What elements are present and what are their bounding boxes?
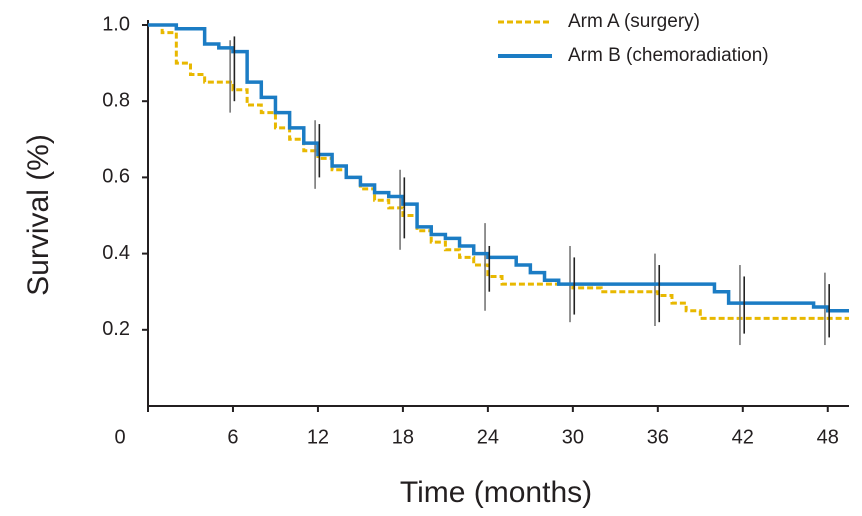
x-tick-label: 0 bbox=[114, 426, 125, 448]
y-tick-label: 1.0 bbox=[102, 13, 130, 35]
survival-curve bbox=[148, 23, 849, 320]
x-tick-label: 42 bbox=[732, 426, 754, 448]
legend-label: Arm B (chemoradiation) bbox=[568, 45, 769, 66]
x-tick-label: 18 bbox=[392, 426, 414, 448]
x-tick-label: 6 bbox=[227, 426, 238, 448]
y-axis-title: Survival (%) bbox=[22, 134, 55, 296]
legend-label: Arm A (surgery) bbox=[568, 11, 700, 32]
y-tick-label: 0.2 bbox=[102, 318, 130, 340]
x-axis-title: Time (months) bbox=[400, 476, 592, 509]
x-tick-label: 30 bbox=[562, 426, 584, 448]
x-tick-label: 24 bbox=[477, 426, 499, 448]
survival-curve bbox=[148, 23, 849, 313]
x-tick-label: 48 bbox=[817, 426, 839, 448]
y-tick-label: 0.8 bbox=[102, 89, 130, 111]
y-tick-label: 0.4 bbox=[102, 242, 130, 264]
x-tick-label: 36 bbox=[647, 426, 669, 448]
y-tick-label: 0.6 bbox=[102, 166, 130, 188]
x-tick-label: 12 bbox=[307, 426, 329, 448]
